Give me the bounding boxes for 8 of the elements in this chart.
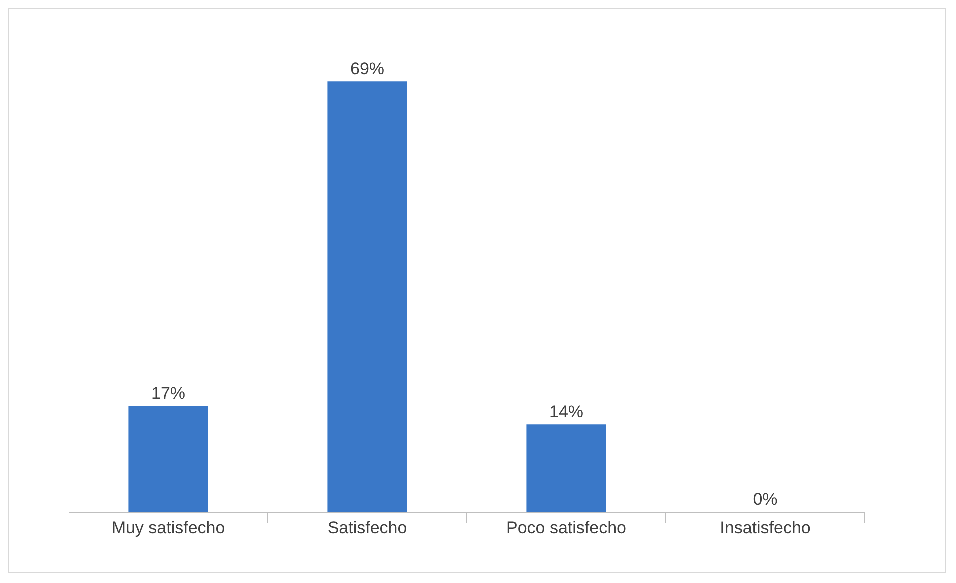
data-label: 69% xyxy=(350,60,385,79)
data-label: 0% xyxy=(753,490,778,509)
data-label: 14% xyxy=(549,402,584,422)
x-tick-label: Muy satisfecho xyxy=(112,518,226,538)
data-label: 17% xyxy=(151,384,186,403)
x-tick-label: Satisfecho xyxy=(328,518,408,538)
x-tick-label: Insatisfecho xyxy=(720,518,811,538)
x-tick-label: Poco satisfecho xyxy=(506,518,627,538)
